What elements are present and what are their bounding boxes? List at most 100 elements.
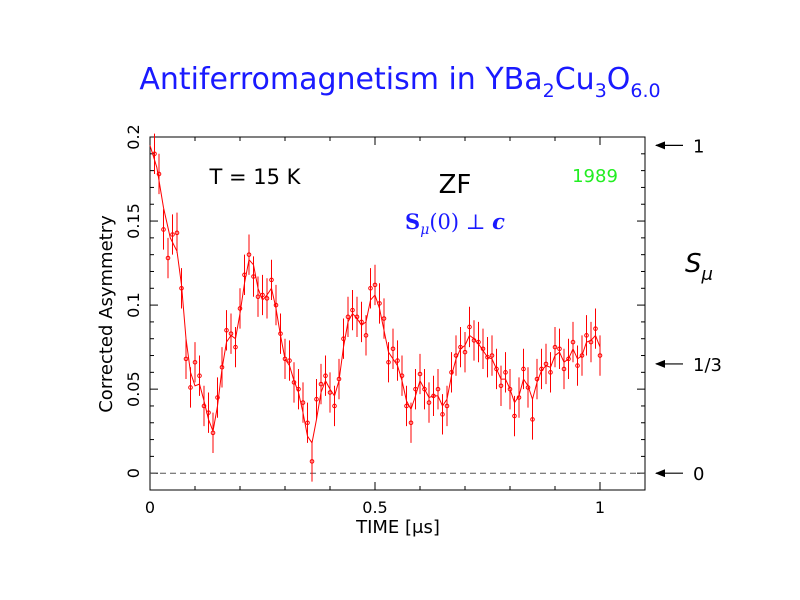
data-point xyxy=(201,403,207,409)
data-point xyxy=(332,403,337,409)
data-point xyxy=(170,232,175,237)
x-tick-label: 1 xyxy=(595,498,605,517)
data-point xyxy=(183,356,189,362)
data-point xyxy=(399,373,405,378)
data-point xyxy=(426,400,432,405)
data-point xyxy=(260,292,265,298)
data-point xyxy=(597,353,603,358)
right-axis-label: Sμ xyxy=(685,249,713,285)
data-point xyxy=(480,346,486,352)
data-points xyxy=(152,151,603,464)
data-point xyxy=(188,385,193,390)
data-point xyxy=(327,390,333,395)
data-point xyxy=(309,459,315,464)
data-point xyxy=(476,339,481,345)
data-point xyxy=(305,420,310,426)
data-point xyxy=(417,371,423,377)
data-point xyxy=(282,356,288,362)
data-point xyxy=(192,359,198,365)
data-point xyxy=(593,326,598,331)
data-point xyxy=(435,386,441,392)
data-point xyxy=(174,230,180,236)
marker-label: 1 xyxy=(693,136,704,157)
data-point xyxy=(206,410,211,415)
data-point xyxy=(341,336,346,342)
y-axis-ticks: 0 0.05 0.1 0.15 0.2 xyxy=(124,124,645,491)
data-point xyxy=(255,294,261,299)
data-point xyxy=(161,227,166,232)
x-axis-label: TIME [μs] xyxy=(355,517,440,538)
data-point xyxy=(431,393,436,399)
data-point xyxy=(525,385,531,390)
data-point xyxy=(368,285,373,291)
data-point xyxy=(336,376,342,382)
y-axis-label: Corrected Asymmetry xyxy=(96,215,117,413)
data-point xyxy=(318,381,324,387)
data-point xyxy=(539,366,544,372)
data-point xyxy=(354,314,360,320)
data-point xyxy=(390,346,396,352)
data-point xyxy=(300,400,306,405)
data-point xyxy=(458,344,463,350)
fit-line xyxy=(149,145,601,445)
data-point xyxy=(386,359,391,365)
y-tick-label: 0.1 xyxy=(124,292,143,317)
data-point xyxy=(197,373,202,378)
y-tick-label: 0.15 xyxy=(124,203,143,239)
data-point xyxy=(548,370,553,375)
data-point xyxy=(228,331,234,336)
y-tick-label: 0 xyxy=(124,468,143,478)
data-point xyxy=(530,417,535,422)
data-point xyxy=(498,383,504,389)
data-point xyxy=(462,349,468,355)
data-point xyxy=(584,333,589,338)
data-point xyxy=(246,252,252,257)
data-point xyxy=(264,296,270,301)
data-point xyxy=(291,380,297,385)
data-point xyxy=(503,370,508,375)
data-point xyxy=(278,331,283,336)
data-point xyxy=(512,413,517,419)
spin-orientation-label: Sμ(0) ⊥ c xyxy=(405,209,505,238)
data-point xyxy=(224,328,229,333)
data-point xyxy=(152,151,157,157)
data-point xyxy=(273,302,279,308)
marker-label: 0 xyxy=(693,464,704,485)
data-point xyxy=(507,386,513,392)
data-point xyxy=(269,277,274,283)
data-point xyxy=(588,339,594,345)
data-point xyxy=(296,386,301,392)
data-point xyxy=(575,363,580,368)
x-tick-label: 0.5 xyxy=(362,498,387,517)
data-point xyxy=(566,356,571,362)
data-point xyxy=(408,420,414,426)
data-point xyxy=(179,285,184,291)
data-point xyxy=(543,361,549,367)
x-tick-label: 0 xyxy=(145,498,155,517)
data-point xyxy=(467,324,472,330)
data-point xyxy=(323,373,328,378)
data-point xyxy=(440,412,445,417)
data-point xyxy=(561,366,567,372)
y-tick-label: 0.2 xyxy=(124,124,143,149)
data-point xyxy=(444,403,450,409)
data-point xyxy=(404,403,409,409)
data-point xyxy=(215,395,220,400)
data-point xyxy=(219,364,225,370)
data-point xyxy=(359,319,364,325)
data-point xyxy=(251,274,256,279)
data-point xyxy=(494,366,499,372)
data-point xyxy=(413,386,418,392)
data-point xyxy=(372,282,378,288)
field-label: ZF xyxy=(439,170,472,200)
x-axis-ticks: 0 0.5 1 xyxy=(145,137,646,517)
data-point xyxy=(489,353,495,358)
data-point xyxy=(363,333,369,338)
data-point xyxy=(314,396,319,402)
data-point xyxy=(471,338,477,343)
data-point xyxy=(345,314,351,320)
data-point xyxy=(552,344,558,350)
data-point xyxy=(557,346,562,352)
data-point xyxy=(516,395,522,400)
